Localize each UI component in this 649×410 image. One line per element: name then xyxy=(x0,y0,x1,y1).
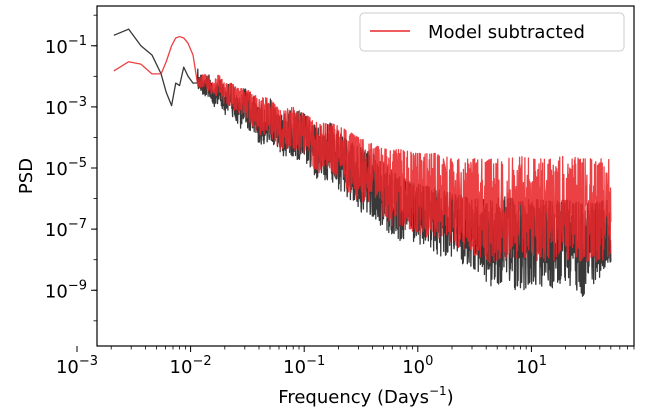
x-tick-label: 101 xyxy=(516,354,547,378)
legend-box xyxy=(359,12,625,52)
y-tick-label: 10−3 xyxy=(45,95,87,119)
plot-frame xyxy=(96,5,635,347)
y-axis-label: PSD xyxy=(16,158,37,194)
y-tick-label: 10−9 xyxy=(45,278,87,302)
x-tick-label: 10−2 xyxy=(170,354,212,378)
y-tick-label: 10−1 xyxy=(45,34,87,58)
legend-label-model-subtracted: Model subtracted xyxy=(428,22,585,43)
x-tick-label: 100 xyxy=(402,354,433,378)
y-axis: 10−9 10−7 10−5 10−3 10−1 xyxy=(45,14,97,322)
series-layer xyxy=(113,28,612,297)
y-tick-label: 10−7 xyxy=(45,217,87,241)
series-model-subtracted xyxy=(113,35,612,264)
x-tick-label: 10−3 xyxy=(56,354,98,378)
x-axis-label: Frequency (Days−1) xyxy=(278,384,453,408)
legend: Model subtracted xyxy=(359,12,625,52)
x-axis: 10−3 10−2 10−1 100 101 xyxy=(56,346,635,378)
y-tick-label: 10−5 xyxy=(45,156,87,180)
series-line-model-subtracted xyxy=(113,35,612,264)
x-tick-label: 10−1 xyxy=(283,354,325,378)
